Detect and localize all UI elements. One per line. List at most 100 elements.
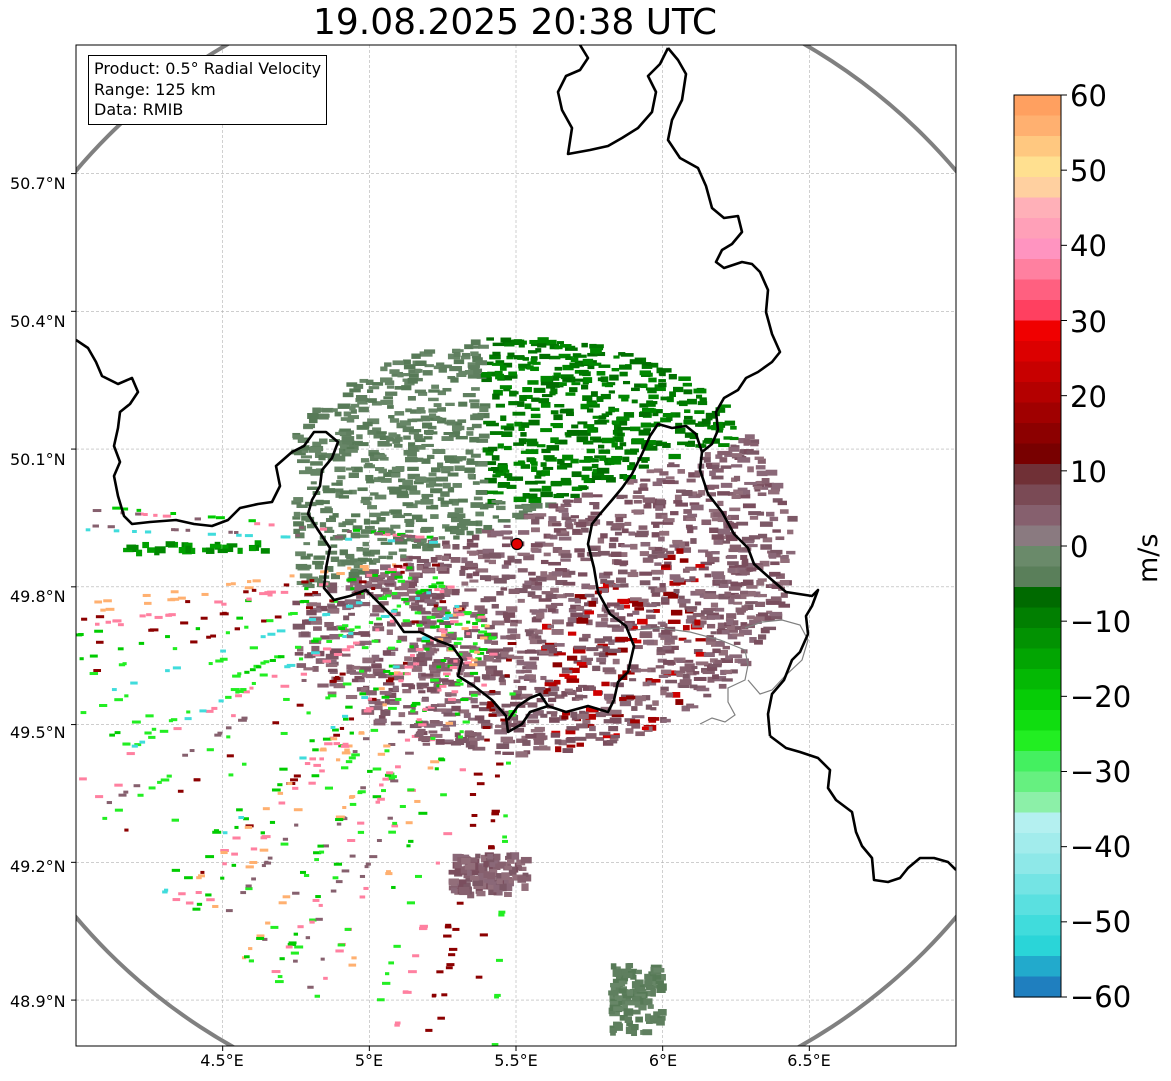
echo-cell bbox=[464, 370, 474, 375]
echo-cell bbox=[368, 698, 381, 705]
echo-cell bbox=[467, 372, 480, 379]
echo-cell bbox=[755, 601, 766, 608]
echo-cell bbox=[456, 659, 464, 664]
colorbar-segment bbox=[1014, 259, 1061, 281]
echo-cell bbox=[566, 737, 576, 742]
echo-cell bbox=[643, 998, 653, 1006]
echo-cell bbox=[700, 561, 712, 566]
echo-cell bbox=[405, 751, 414, 755]
echo-cell bbox=[611, 523, 625, 529]
echo-cell bbox=[641, 443, 654, 449]
axis-ticks bbox=[71, 173, 810, 1051]
echo-cell bbox=[443, 672, 451, 676]
echo-cell bbox=[243, 817, 249, 821]
echo-cell bbox=[523, 661, 537, 666]
echo-cell bbox=[518, 438, 527, 445]
echo-cell bbox=[694, 470, 704, 477]
echo-cell bbox=[337, 475, 346, 480]
echo-cell bbox=[481, 528, 495, 534]
echo-cell bbox=[638, 1004, 647, 1011]
echo-cell bbox=[406, 901, 415, 905]
echo-cell bbox=[574, 548, 585, 553]
echo-cell bbox=[380, 614, 390, 618]
echo-cell bbox=[616, 552, 628, 557]
echo-cell bbox=[617, 598, 630, 605]
echo-cell bbox=[711, 571, 725, 578]
echo-cell bbox=[457, 419, 467, 423]
echo-cell bbox=[414, 444, 426, 450]
echo-cell bbox=[440, 727, 451, 732]
echo-cell bbox=[769, 516, 779, 522]
echo-cell bbox=[483, 861, 489, 868]
echo-cell bbox=[592, 503, 600, 510]
echo-cell bbox=[388, 569, 397, 573]
echo-cell bbox=[528, 497, 542, 504]
echo-cell bbox=[105, 620, 111, 624]
echo-cell bbox=[567, 691, 577, 696]
echo-cell bbox=[553, 652, 566, 656]
echo-cell bbox=[391, 371, 404, 377]
echo-cell bbox=[766, 610, 773, 615]
echo-cell bbox=[345, 467, 355, 471]
echo-cell bbox=[430, 514, 439, 519]
echo-cell bbox=[387, 405, 394, 409]
echo-cell bbox=[514, 588, 528, 594]
echo-cell bbox=[720, 465, 732, 469]
echo-cell bbox=[489, 708, 496, 712]
echo-cell bbox=[340, 417, 352, 421]
echo-cell bbox=[612, 436, 624, 442]
echo-cell bbox=[541, 394, 553, 398]
echo-cell bbox=[435, 476, 449, 482]
echo-cell bbox=[437, 562, 445, 567]
echo-cell bbox=[484, 559, 491, 563]
echo-cell bbox=[354, 584, 364, 590]
echo-cell bbox=[466, 550, 478, 554]
echo-cell bbox=[382, 981, 391, 985]
echo-cell bbox=[697, 549, 709, 553]
echo-cell bbox=[363, 709, 372, 713]
echo-cell bbox=[558, 739, 567, 746]
echo-cell bbox=[488, 713, 497, 717]
echo-cell bbox=[686, 608, 697, 612]
echo-cell bbox=[282, 837, 289, 841]
echo-cell bbox=[613, 966, 621, 972]
echo-cell bbox=[588, 478, 596, 484]
echo-cell bbox=[709, 470, 716, 477]
echo-cell bbox=[659, 583, 666, 589]
colorbar-segment bbox=[1014, 915, 1061, 937]
echo-cell bbox=[348, 489, 357, 495]
echo-cell bbox=[448, 681, 461, 687]
echo-cell bbox=[384, 570, 391, 574]
echo-cell bbox=[770, 549, 783, 555]
echo-cell bbox=[715, 407, 726, 413]
echo-cell bbox=[590, 344, 604, 351]
echo-cell bbox=[438, 536, 446, 540]
echo-cell bbox=[381, 710, 391, 716]
echo-cell bbox=[142, 541, 150, 549]
echo-cell bbox=[543, 552, 551, 557]
echo-cell bbox=[117, 623, 124, 627]
echo-cell bbox=[318, 583, 326, 587]
echo-cell bbox=[324, 742, 333, 746]
echo-cell bbox=[406, 844, 411, 848]
echo-cell bbox=[208, 662, 213, 666]
echo-cell bbox=[530, 547, 539, 552]
echo-cell bbox=[178, 547, 187, 554]
echo-cell bbox=[639, 580, 651, 586]
echo-cell bbox=[635, 993, 646, 998]
echo-cell bbox=[472, 571, 480, 577]
echo-cell bbox=[465, 562, 478, 568]
echo-cell bbox=[358, 679, 365, 683]
echo-cell bbox=[545, 604, 558, 609]
echo-cell bbox=[440, 491, 450, 497]
echo-cell bbox=[391, 591, 398, 595]
echo-cell bbox=[375, 532, 382, 536]
echo-cell bbox=[102, 816, 108, 820]
echo-cell bbox=[561, 690, 568, 697]
echo-cell bbox=[622, 456, 630, 463]
echo-cell bbox=[386, 621, 396, 627]
echo-cell bbox=[713, 676, 727, 682]
echo-cell bbox=[633, 509, 642, 515]
echo-cell bbox=[642, 497, 655, 503]
echo-cell bbox=[625, 728, 634, 734]
